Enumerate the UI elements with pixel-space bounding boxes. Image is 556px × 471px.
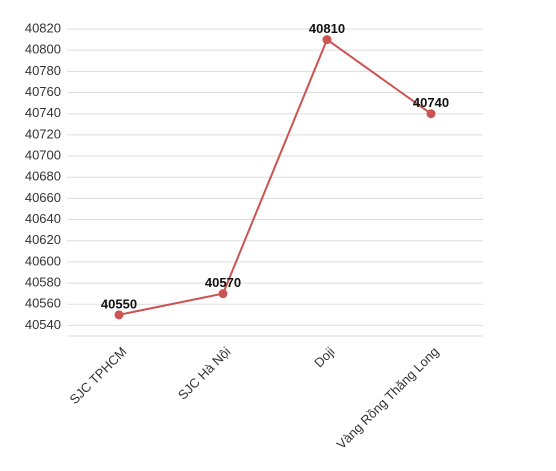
y-tick-label: 40580 [25,275,61,290]
y-tick-label: 40780 [25,63,61,78]
y-tick-label: 40720 [25,126,61,141]
y-tick-label: 40760 [25,84,61,99]
data-label: 40550 [101,296,137,311]
y-tick-label: 40640 [25,211,61,226]
y-tick-label: 40800 [25,42,61,57]
x-tick-label: Doji [311,344,338,371]
point [426,109,436,119]
data-label: 40570 [205,275,241,290]
y-tick-label: 40660 [25,190,61,205]
x-tick-label: Vàng Rồng Thăng Long [333,344,441,452]
point [322,35,332,45]
y-tick-label: 40620 [25,232,61,247]
x-tick-label: SJC TPHCM [67,344,130,407]
point [114,310,124,320]
line [118,38,432,316]
point [218,289,228,299]
y-tick-label: 40600 [25,253,61,268]
data-label: 40810 [309,21,345,36]
y-tick-label: 40740 [25,105,61,120]
y-tick-label: 40700 [25,147,61,162]
y-tick-label: 40560 [25,296,61,311]
x-tick-label: SJC Hà Nội [175,344,234,403]
data-label: 40740 [413,95,449,110]
y-tick-label: 40820 [25,20,61,35]
y-tick-label: 40680 [25,169,61,184]
y-tick-label: 40540 [25,317,61,332]
